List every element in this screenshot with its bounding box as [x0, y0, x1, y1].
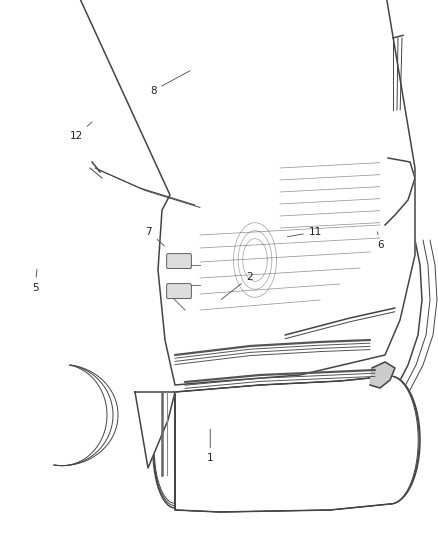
Text: 6: 6 [378, 232, 385, 250]
Text: 1: 1 [207, 429, 214, 463]
Polygon shape [153, 376, 420, 512]
FancyBboxPatch shape [167, 284, 191, 298]
Text: 11: 11 [287, 227, 322, 237]
Text: 2: 2 [221, 272, 253, 300]
Text: 12: 12 [70, 122, 92, 141]
Polygon shape [370, 362, 395, 388]
Text: 5: 5 [32, 269, 39, 293]
Polygon shape [135, 392, 175, 468]
Text: 7: 7 [145, 227, 164, 246]
Polygon shape [385, 158, 415, 225]
Polygon shape [43, 0, 415, 385]
FancyBboxPatch shape [167, 254, 191, 269]
Text: 8: 8 [150, 70, 190, 95]
